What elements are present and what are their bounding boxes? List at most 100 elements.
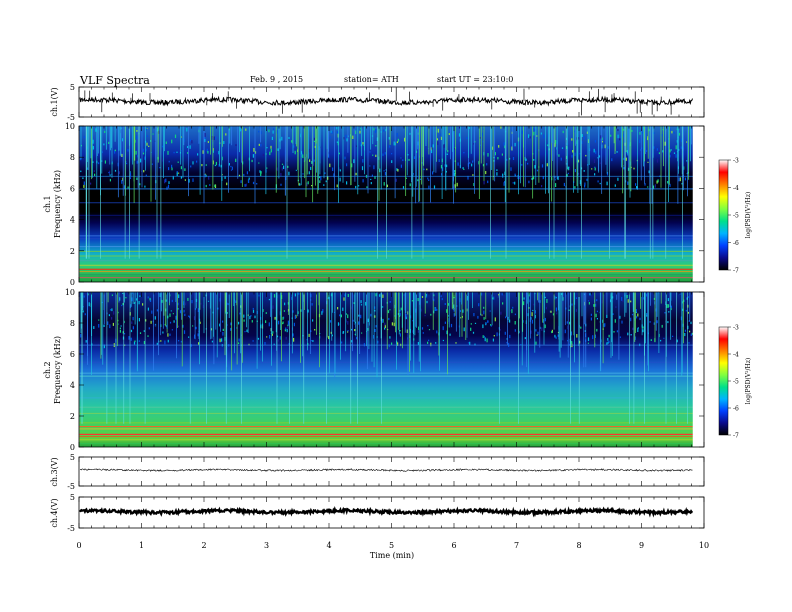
ch2_spectrogram-speckle — [555, 307, 557, 312]
ch1_spectrogram-speckle — [384, 171, 386, 176]
ch2_spectrogram-speckle — [287, 324, 289, 327]
ch1_spectrogram-speckle — [599, 162, 601, 164]
ch2_spectrogram-speckle — [492, 338, 494, 342]
ch2_spectrogram-speckle — [510, 310, 512, 312]
ch1_spectrogram-speckle — [571, 154, 573, 158]
ch1_spectrogram-speckle — [271, 136, 273, 140]
ch1_spectrogram-speckle — [83, 184, 85, 188]
ch2_spectrogram-speckle — [154, 316, 156, 320]
ch1_spectrogram-speckle — [92, 161, 94, 163]
ch2_spectrogram-speckle — [391, 322, 393, 326]
ch2_spectrogram-speckle — [680, 316, 682, 321]
ch2_spectrogram-speckle — [442, 339, 444, 342]
ch2-spectrogram-panel: 0 2 4 6 8 10 — [65, 288, 705, 452]
ch1_spectrogram-speckle — [281, 136, 283, 141]
ch1_spectrogram-speckle — [514, 173, 516, 177]
ch1_spectrogram-speckle — [225, 133, 227, 136]
ch2_spectrogram-speckle — [122, 292, 124, 294]
ch1_spectrogram-speckle — [653, 146, 655, 149]
ch2_spectrogram-speckle — [337, 322, 340, 326]
ch1_spectrogram-speckle — [214, 184, 216, 188]
ch2_spectrogram-speckle — [293, 322, 295, 327]
ch1_spectrogram-speckle — [622, 165, 624, 167]
ch2_spectrogram-speckle — [541, 327, 543, 331]
time-tick-label: 2 — [201, 541, 206, 550]
ch1_spectrogram-speckle — [446, 164, 448, 168]
ch1_spectrogram-colorbar-tick-label: -7 — [733, 268, 739, 275]
ch1_spectrogram-speckle — [375, 145, 377, 147]
ch2_spectrogram-speckle — [619, 315, 621, 319]
ch2_spectrogram-speckle — [425, 295, 427, 298]
ch2_spectrogram-speckle — [286, 329, 288, 333]
ch1_spectrogram-speckle — [453, 172, 456, 177]
ch2_spectrogram-speckle — [292, 333, 294, 337]
ch2_spectrogram-speckle — [435, 307, 437, 311]
ch2_spectrogram-speckle — [132, 326, 134, 330]
ch2_spectrogram-speckle — [691, 332, 693, 335]
ch1_spectrogram-speckle — [143, 170, 145, 173]
ch2_spectrogram-speckle — [341, 341, 343, 344]
ch1_spectrogram-speckle — [566, 174, 568, 177]
ch2_spectrogram-speckle — [122, 331, 124, 334]
ch2_spectrogram-speckle — [496, 332, 498, 337]
ch1_spectrogram-speckle — [648, 170, 650, 174]
ch2_spectrogram-speckle — [221, 338, 223, 342]
ch1_spectrogram-speckle — [511, 146, 513, 151]
ch2_spectrogram-speckle — [453, 309, 455, 312]
ch1_spectrogram-speckle — [168, 167, 170, 171]
time-axis-label: Time (min) — [370, 551, 414, 560]
ch2_spectrogram-speckle — [428, 329, 431, 331]
ch1_spectrogram-speckle — [396, 168, 398, 171]
ch2_spectrogram-speckle — [235, 300, 237, 303]
ch1_spectrogram-speckle — [607, 146, 609, 149]
ch2_spectrogram-speckle — [169, 313, 171, 317]
ch2_spectrogram-speckle — [120, 325, 122, 327]
ch2_spectrogram-band — [79, 428, 694, 430]
ch1_spectrogram-speckle — [212, 160, 214, 165]
ch1_spectrogram-speckle — [529, 136, 531, 139]
ch1_spectrogram-speckle — [546, 163, 548, 167]
ch1_spectrogram-speckle — [591, 168, 593, 170]
ch2_spectrogram-speckle — [421, 296, 424, 298]
ch1_spectrogram-speckle — [555, 126, 557, 128]
ch1_spectrogram-speckle — [581, 134, 583, 137]
ch2_spectrogram-speckle — [222, 320, 224, 323]
ch1_spectrogram-speckle — [457, 162, 459, 166]
ch1_spectrogram-speckle — [270, 145, 272, 149]
ch2_spectrogram-band — [79, 372, 694, 374]
ch2_spectrogram-speckle — [358, 321, 360, 325]
ch2_spectrogram-speckle — [433, 310, 435, 314]
ch2_spectrogram-speckle — [490, 324, 492, 326]
ch2_spectrogram-speckle — [535, 329, 537, 332]
ch1_spectrogram-speckle — [373, 128, 375, 131]
ch2_spectrogram-speckle — [529, 299, 531, 303]
ch1_spectrogram-speckle — [469, 162, 471, 164]
ch2_spectrogram-speckle — [417, 330, 419, 333]
ch1_spectrogram-speckle — [657, 179, 659, 183]
ch2_spectrogram-speckle — [635, 309, 637, 312]
ch2_spectrogram-speckle — [103, 324, 105, 327]
ch1_spectrogram-speckle — [541, 185, 543, 188]
ch1_spectrogram-speckle — [482, 157, 484, 159]
ch2_spectrogram-speckle — [159, 293, 161, 297]
ch2_spectrogram-speckle — [610, 299, 612, 303]
ch1_spectrogram-speckle — [561, 147, 564, 149]
ch2_spectrogram-speckle — [131, 292, 134, 294]
ch1_spectrogram-speckle — [384, 152, 386, 155]
ch2_spectrogram-speckle — [252, 340, 254, 342]
ch2_spectrogram-speckle — [139, 332, 142, 334]
ch2_spectrogram-speckle — [177, 308, 179, 310]
ch1_spectrogram-speckle — [421, 162, 423, 164]
ch1_spectrogram-speckle — [631, 129, 633, 132]
ch2_spectrogram-speckle — [211, 340, 213, 343]
ch2_spectrogram-speckle — [557, 331, 560, 334]
ch2_spectrogram-speckle — [473, 313, 475, 317]
ch1_spectrogram-speckle — [129, 172, 132, 177]
ch2_spectrogram-speckle — [154, 324, 156, 327]
ch2_spectrogram-speckle — [637, 313, 639, 317]
ch1_spectrogram-speckle — [258, 162, 260, 164]
ch1_spectrogram-speckle — [437, 128, 439, 133]
ch1_spectrogram-speckle — [498, 145, 500, 148]
ch2_spectrogram-speckle — [688, 320, 690, 322]
ch2_spectrogram-speckle — [147, 296, 149, 299]
